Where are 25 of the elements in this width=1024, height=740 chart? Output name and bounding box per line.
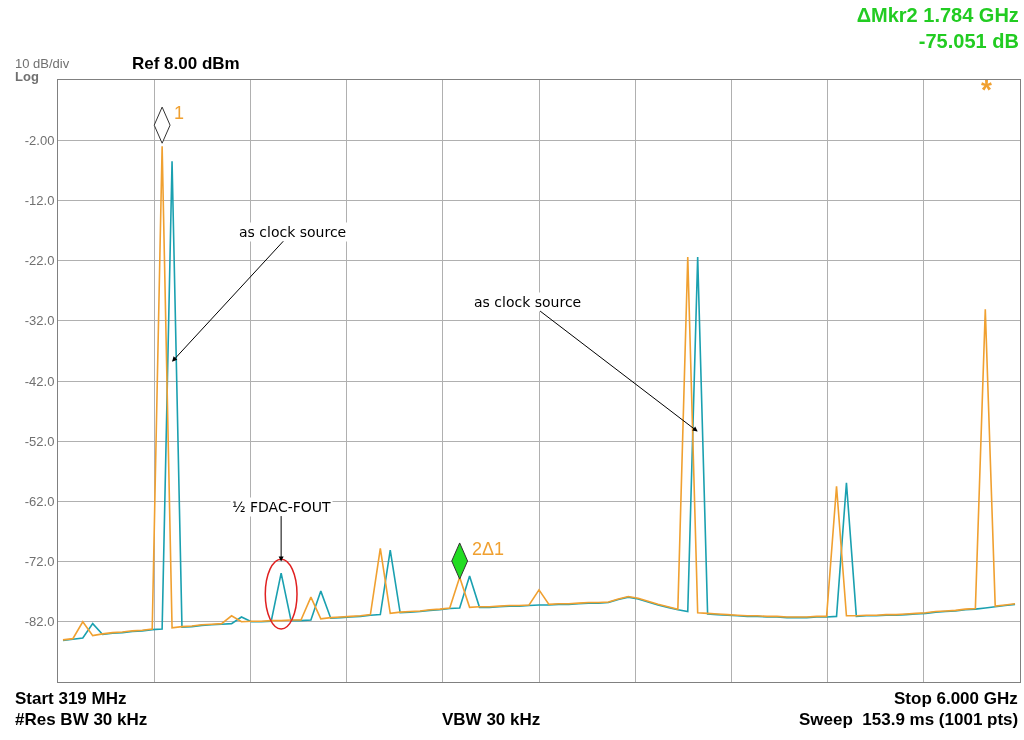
text: Ref 8.00 dBm	[132, 54, 240, 73]
text: Stop 6.000 GHz	[894, 689, 1018, 708]
y-tick-label: -22.0	[24, 253, 55, 269]
y-tick-label: -42.0	[24, 373, 55, 389]
y-tick-label: -72.0	[24, 554, 55, 570]
text: #Res BW 30 kHz	[15, 710, 148, 729]
annotation: 2Δ1	[472, 539, 505, 559]
annotation: 1	[174, 103, 185, 123]
annotation: as clock source	[474, 294, 582, 310]
y-tick-label: -62.0	[24, 493, 55, 509]
y-tick-label: -52.0	[24, 433, 55, 449]
annotation: ½ FDAC-FOUT	[232, 499, 332, 515]
text: Sweep 153.9 ms (1001 pts)	[799, 710, 1019, 729]
text: Log	[15, 69, 39, 84]
annotation: as clock source	[239, 224, 347, 240]
text: 10 dB/div	[15, 56, 70, 71]
text: Start 319 MHz	[15, 689, 127, 708]
chart-title: ΔMkr2 1.784 GHz	[856, 4, 1019, 27]
chart-subtitle: -75.051 dB	[918, 30, 1019, 53]
text: VBW 30 kHz	[442, 710, 541, 729]
annotation: *	[981, 74, 992, 105]
y-tick-label: -2.00	[24, 132, 55, 148]
y-tick-label: -32.0	[24, 313, 55, 329]
y-tick-label: -82.0	[24, 614, 55, 630]
y-tick-label: -12.0	[24, 192, 55, 208]
